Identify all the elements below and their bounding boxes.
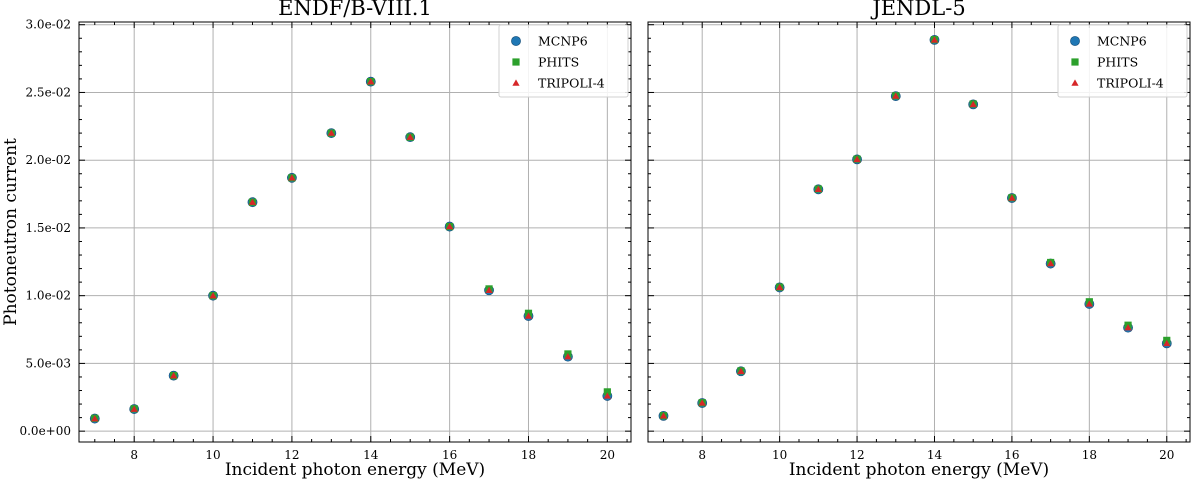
- legend-label: MCNP6: [1097, 34, 1147, 49]
- data-point: [698, 399, 706, 406]
- chart-title: ENDF/B-VIII.1: [278, 0, 432, 20]
- chart-panel-1: 8 10 12 14 16 18 20 0.0e+00 5.0e-03 1.0e-02 1.5e-0…: [1, 0, 632, 480]
- data-point: [327, 129, 335, 136]
- y-tick-label: 1.0e-02: [25, 289, 71, 303]
- x-tick-label: 12: [284, 448, 299, 462]
- data-point: [969, 100, 977, 108]
- y-tick-label: 1.5e-02: [25, 221, 71, 235]
- x-axis-label: Incident photon energy (MeV): [789, 460, 1049, 480]
- legend-marker: [512, 79, 520, 86]
- data-point: [446, 222, 454, 230]
- x-tick-label: 20: [600, 448, 615, 462]
- data-point: [1163, 339, 1171, 347]
- x-tick-label: 16: [442, 448, 457, 462]
- data-point: [130, 405, 138, 412]
- y-tick-label: 2.5e-02: [25, 85, 71, 99]
- chart-panel-2: 8 10 12 14 16 18 20 JENDL-5 Incident photon ener…: [647, 0, 1191, 480]
- x-tick-label: 18: [1082, 448, 1097, 462]
- x-tick-label: 10: [205, 448, 220, 462]
- data-point: [776, 283, 784, 291]
- legend-marker: [1070, 36, 1080, 46]
- data-point: [524, 312, 533, 319]
- x-tick-label: 16: [1004, 448, 1019, 462]
- legend: MCNP6 PHITS TRIPOLI-4: [498, 24, 629, 98]
- legend-marker: [1071, 58, 1079, 66]
- data-point: [248, 198, 257, 205]
- data-point: [1085, 300, 1093, 307]
- series-tripoli-4: [91, 78, 611, 422]
- legend-marker: [1071, 79, 1079, 86]
- legend-label: PHITS: [1097, 55, 1138, 70]
- legend-marker: [512, 58, 520, 66]
- data-point: [659, 412, 668, 419]
- series-mcnp6: [89, 76, 613, 424]
- data-point: [485, 286, 493, 293]
- series-phits: [91, 78, 611, 422]
- data-point: [1008, 194, 1016, 201]
- plot-frame: [78, 21, 632, 443]
- data-point: [1124, 324, 1132, 331]
- x-axis-label: Incident photon energy (MeV): [225, 460, 485, 480]
- data-point: [603, 388, 611, 396]
- data-point: [367, 78, 375, 85]
- data-point: [91, 415, 99, 422]
- data-point: [288, 174, 296, 181]
- data-point: [930, 36, 939, 43]
- x-tick-label: 18: [521, 448, 536, 462]
- data-point: [1047, 259, 1055, 267]
- data-point: [564, 353, 572, 360]
- y-tick-label: 5.0e-03: [25, 356, 71, 370]
- legend: MCNP6 PHITS TRIPOLI-4: [1057, 24, 1188, 98]
- legend-label: TRIPOLI-4: [1097, 76, 1164, 91]
- legend-box: [1057, 24, 1188, 98]
- data-point: [892, 92, 900, 99]
- data-point: [853, 155, 861, 163]
- legend-label: MCNP6: [538, 34, 588, 49]
- data-point: [209, 292, 217, 299]
- legend-label: PHITS: [538, 55, 579, 70]
- data-point: [737, 367, 745, 374]
- data-point: [603, 392, 611, 399]
- x-tick-label: 14: [927, 448, 943, 462]
- plot-frame: [647, 21, 1191, 443]
- y-axis-label: Photoneutron current: [1, 138, 21, 326]
- x-tick-label: 20: [1159, 448, 1174, 462]
- x-tick-label: 8: [130, 448, 138, 462]
- series-tripoli-4: [659, 36, 1171, 419]
- data-point: [406, 133, 414, 140]
- x-tick-label: 14: [363, 448, 379, 462]
- y-tick-label: 3.0e-02: [25, 18, 71, 32]
- x-tick-label: 8: [698, 448, 706, 462]
- data-point: [814, 185, 822, 193]
- y-tick-label: 2.0e-02: [25, 153, 71, 167]
- x-tick-label: 12: [849, 448, 864, 462]
- chart-title: JENDL-5: [870, 0, 965, 20]
- x-tick-label: 10: [772, 448, 787, 462]
- legend-box: [498, 24, 629, 98]
- data-point: [170, 372, 178, 379]
- legend-marker: [511, 36, 521, 46]
- y-tick-label: 0.0e+00: [19, 424, 71, 438]
- legend-label: TRIPOLI-4: [538, 76, 605, 91]
